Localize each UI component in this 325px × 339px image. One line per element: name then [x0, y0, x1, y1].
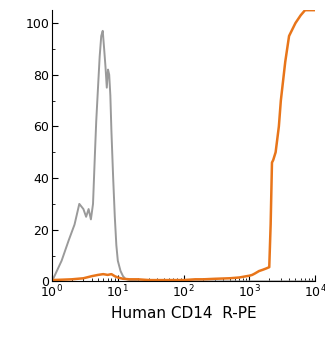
X-axis label: Human CD14  R-PE: Human CD14 R-PE: [111, 306, 256, 321]
